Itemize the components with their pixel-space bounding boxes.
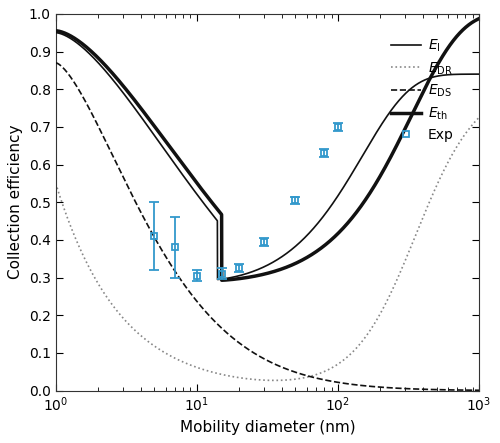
X-axis label: Mobility diameter (nm): Mobility diameter (nm) [180,420,355,435]
Y-axis label: Collection efficiency: Collection efficiency [8,125,24,280]
Legend: $E_\mathregular{I}$, $E_\mathregular{DR}$, $E_\mathregular{DS}$, $E_\mathregular: $E_\mathregular{I}$, $E_\mathregular{DR}… [385,32,460,148]
